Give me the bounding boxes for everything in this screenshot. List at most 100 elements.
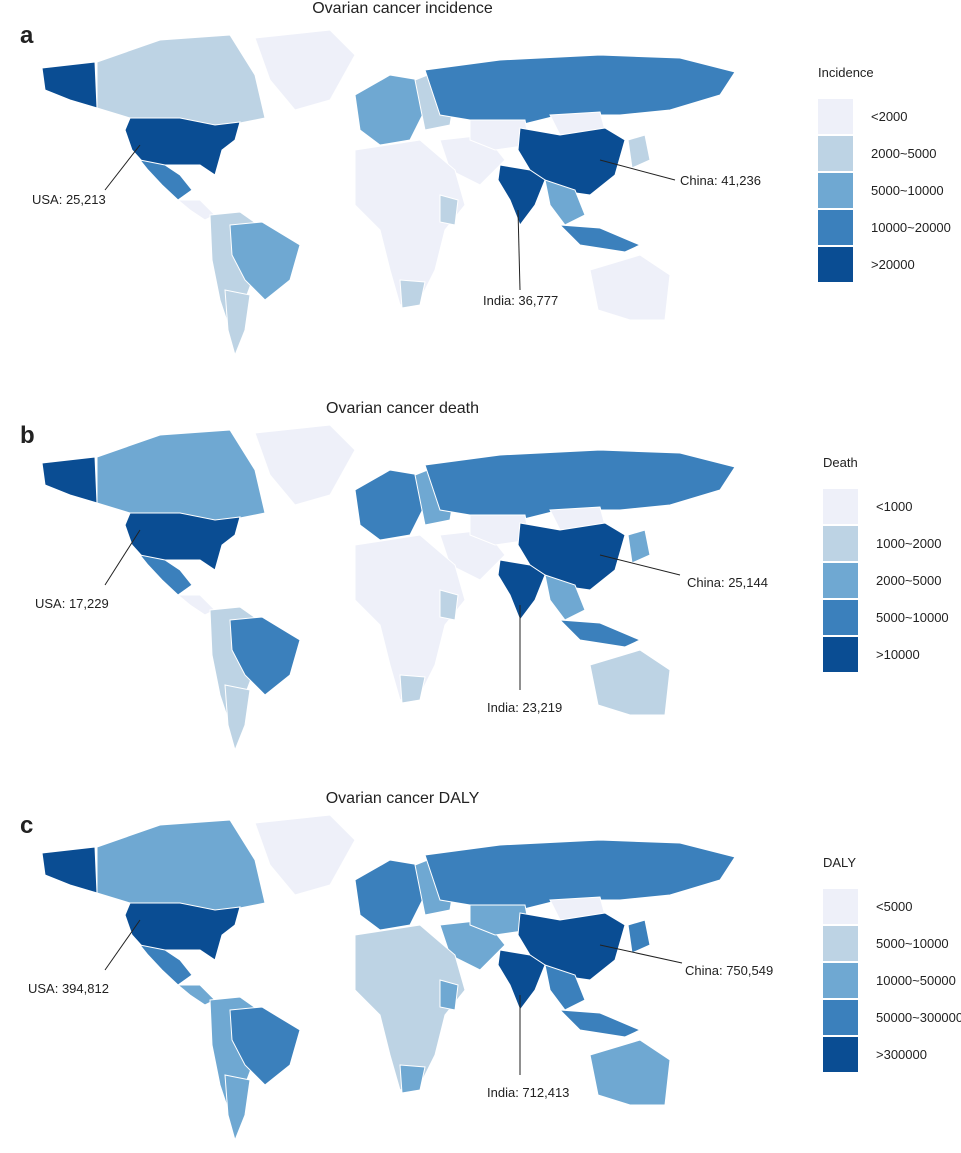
legend-item: <1000 bbox=[823, 488, 949, 525]
region-greenland bbox=[254, 29, 356, 111]
region-india bbox=[497, 164, 546, 227]
legend-item: <5000 bbox=[823, 888, 961, 925]
region-canada bbox=[96, 819, 266, 916]
region-australia bbox=[589, 1039, 671, 1106]
region-indonesia bbox=[558, 1009, 642, 1038]
legend-item: 5000~10000 bbox=[818, 172, 951, 209]
panel-title: Ovarian cancer DALY bbox=[325, 790, 480, 807]
panel-title: Ovarian cancer death bbox=[326, 400, 479, 417]
region-africa bbox=[354, 924, 466, 1091]
region-europe-w bbox=[354, 74, 426, 146]
region-japan bbox=[627, 919, 651, 954]
region-brazil bbox=[229, 616, 301, 696]
region-se-asia bbox=[544, 574, 586, 621]
region-argentina bbox=[224, 684, 251, 752]
region-central-asia bbox=[469, 119, 531, 151]
world-map bbox=[41, 29, 736, 357]
india-leader-line bbox=[517, 209, 521, 291]
panel-letter: a bbox=[20, 22, 34, 49]
legend-swatch bbox=[823, 1000, 858, 1035]
legend-item: 5000~10000 bbox=[823, 599, 949, 636]
region-australia bbox=[589, 254, 671, 321]
legend-swatch bbox=[823, 489, 858, 524]
region-greenland bbox=[254, 814, 356, 896]
china-callout: China: 25,144 bbox=[687, 575, 768, 590]
region-india bbox=[497, 949, 546, 1012]
region-greenland bbox=[254, 424, 356, 506]
legend-label: <5000 bbox=[876, 899, 913, 914]
region-africa bbox=[354, 139, 466, 306]
region-australia bbox=[589, 649, 671, 716]
legend-item: >10000 bbox=[823, 636, 949, 673]
legend-item: 1000~2000 bbox=[823, 525, 949, 562]
legend-item: 10000~50000 bbox=[823, 962, 961, 999]
legend-swatch bbox=[823, 963, 858, 998]
region-mexico bbox=[138, 159, 193, 201]
panel-daly: Ovarian cancer DALY c USA: 394,812 China… bbox=[0, 790, 961, 1153]
usa-callout: USA: 25,213 bbox=[32, 192, 106, 207]
india-callout: India: 36,777 bbox=[483, 293, 559, 308]
legend-swatch bbox=[823, 637, 858, 672]
usa-leader-line bbox=[104, 529, 141, 586]
legend-item: 5000~10000 bbox=[823, 925, 961, 962]
region-central-asia bbox=[469, 904, 531, 936]
region-se-asia bbox=[544, 179, 586, 226]
legend-item: 2000~5000 bbox=[823, 562, 949, 599]
region-argentina bbox=[224, 289, 251, 357]
china-leader-line bbox=[599, 554, 681, 576]
region-south-africa bbox=[399, 674, 426, 704]
world-map bbox=[41, 424, 736, 752]
legend-swatch bbox=[818, 210, 853, 245]
region-india bbox=[497, 559, 546, 622]
china-callout: China: 41,236 bbox=[680, 173, 761, 188]
legend-label: 2000~5000 bbox=[876, 573, 942, 588]
legend-label: <2000 bbox=[871, 109, 908, 124]
india-callout: India: 23,219 bbox=[487, 700, 563, 715]
region-indonesia bbox=[558, 619, 642, 648]
legend-title: Incidence bbox=[818, 65, 874, 80]
region-japan bbox=[627, 134, 651, 169]
region-africa bbox=[354, 534, 466, 701]
region-china bbox=[517, 912, 626, 981]
china-callout: China: 750,549 bbox=[685, 963, 774, 978]
legend-title: Death bbox=[823, 455, 858, 470]
legend-label: 10000~20000 bbox=[871, 220, 951, 235]
region-se-asia bbox=[544, 964, 586, 1011]
panel-incidence: Ovarian cancer incidence a USA: 25,213 C… bbox=[0, 0, 961, 385]
legend-item: <2000 bbox=[818, 98, 951, 135]
region-alaska bbox=[41, 61, 98, 109]
region-usa bbox=[124, 902, 241, 961]
legend-swatch bbox=[823, 526, 858, 561]
legend-swatch bbox=[823, 926, 858, 961]
region-east-africa bbox=[439, 979, 459, 1011]
panel-death: Ovarian cancer death b USA: 17,229 China… bbox=[0, 400, 961, 770]
region-south-africa bbox=[399, 1064, 426, 1094]
legend-item: >300000 bbox=[823, 1036, 961, 1073]
region-argentina bbox=[224, 1074, 251, 1142]
region-alaska bbox=[41, 846, 98, 894]
region-central-asia bbox=[469, 514, 531, 546]
legend-item: 2000~5000 bbox=[818, 135, 951, 172]
legend-swatch bbox=[823, 889, 858, 924]
region-east-africa bbox=[439, 194, 459, 226]
region-canada bbox=[96, 429, 266, 526]
legend-swatch bbox=[818, 247, 853, 282]
legend-swatch bbox=[818, 136, 853, 171]
region-usa bbox=[124, 512, 241, 571]
region-mexico bbox=[138, 554, 193, 596]
region-central-america bbox=[176, 199, 216, 221]
usa-callout: USA: 17,229 bbox=[35, 596, 109, 611]
legend-swatch bbox=[823, 600, 858, 635]
region-usa bbox=[124, 117, 241, 176]
region-central-america bbox=[176, 594, 216, 616]
region-brazil bbox=[229, 1006, 301, 1086]
india-callout: India: 712,413 bbox=[487, 1085, 570, 1100]
region-indonesia bbox=[558, 224, 642, 253]
legend-label: 1000~2000 bbox=[876, 536, 942, 551]
usa-leader-line bbox=[104, 919, 141, 971]
legend-item: 50000~300000 bbox=[823, 999, 961, 1036]
region-brazil bbox=[229, 221, 301, 301]
region-east-africa bbox=[439, 589, 459, 621]
legend-label: 5000~10000 bbox=[871, 183, 944, 198]
usa-leader-line bbox=[104, 144, 141, 191]
